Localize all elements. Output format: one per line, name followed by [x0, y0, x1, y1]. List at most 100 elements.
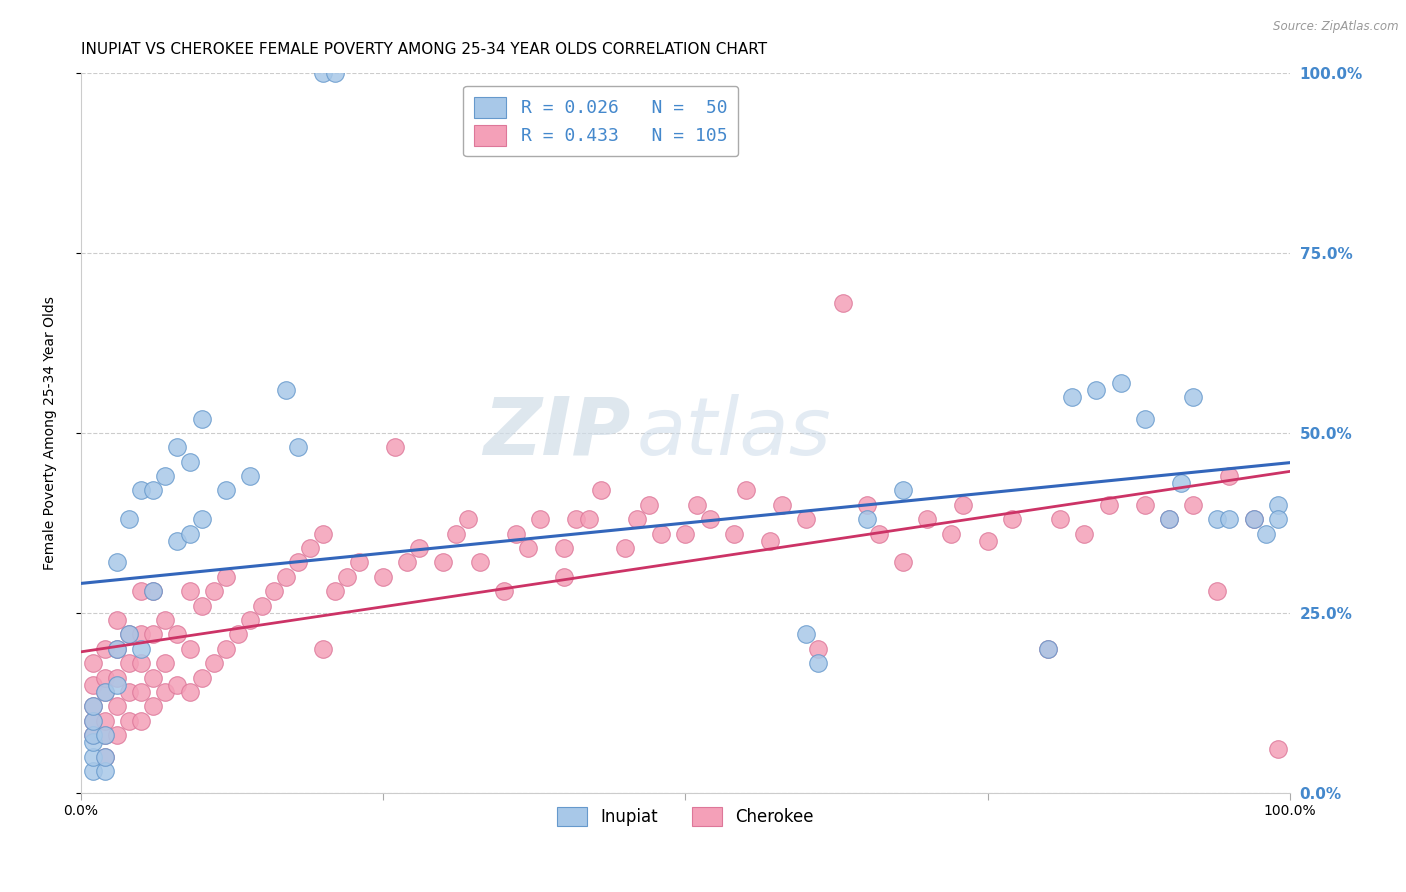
Point	[794, 627, 817, 641]
Point	[323, 584, 346, 599]
Text: atlas: atlas	[637, 394, 832, 472]
Text: INUPIAT VS CHEROKEE FEMALE POVERTY AMONG 25-34 YEAR OLDS CORRELATION CHART: INUPIAT VS CHEROKEE FEMALE POVERTY AMONG…	[80, 42, 766, 57]
Point	[276, 570, 298, 584]
Point	[1218, 469, 1240, 483]
Point	[118, 627, 141, 641]
Point	[142, 483, 165, 498]
Point	[868, 526, 890, 541]
Point	[915, 512, 938, 526]
Point	[492, 584, 515, 599]
Point	[190, 599, 212, 613]
Point	[82, 714, 104, 728]
Point	[82, 735, 104, 749]
Point	[553, 541, 575, 555]
Point	[626, 512, 648, 526]
Point	[276, 383, 298, 397]
Point	[311, 66, 333, 80]
Point	[190, 671, 212, 685]
Point	[311, 641, 333, 656]
Point	[1218, 512, 1240, 526]
Point	[578, 512, 600, 526]
Point	[82, 749, 104, 764]
Point	[807, 656, 830, 670]
Point	[94, 714, 117, 728]
Point	[179, 526, 201, 541]
Point	[1062, 390, 1084, 404]
Point	[384, 440, 406, 454]
Point	[396, 556, 419, 570]
Y-axis label: Female Poverty Among 25-34 Year Olds: Female Poverty Among 25-34 Year Olds	[44, 296, 58, 570]
Point	[855, 498, 877, 512]
Point	[891, 483, 914, 498]
Point	[202, 656, 225, 670]
Point	[287, 556, 309, 570]
Point	[94, 728, 117, 742]
Point	[831, 296, 853, 310]
Point	[1157, 512, 1180, 526]
Point	[82, 656, 104, 670]
Point	[1254, 526, 1277, 541]
Point	[202, 584, 225, 599]
Point	[142, 584, 165, 599]
Point	[129, 685, 152, 699]
Point	[1182, 390, 1205, 404]
Point	[166, 627, 188, 641]
Point	[105, 671, 128, 685]
Point	[215, 641, 238, 656]
Point	[105, 613, 128, 627]
Point	[770, 498, 793, 512]
Point	[1097, 498, 1119, 512]
Point	[166, 533, 188, 548]
Point	[82, 699, 104, 714]
Point	[82, 728, 104, 742]
Point	[215, 570, 238, 584]
Point	[263, 584, 285, 599]
Point	[686, 498, 709, 512]
Point	[239, 469, 262, 483]
Point	[613, 541, 636, 555]
Point	[129, 641, 152, 656]
Point	[1073, 526, 1095, 541]
Point	[166, 678, 188, 692]
Point	[82, 699, 104, 714]
Point	[94, 728, 117, 742]
Point	[129, 627, 152, 641]
Point	[226, 627, 249, 641]
Point	[1109, 376, 1132, 390]
Point	[179, 455, 201, 469]
Point	[976, 533, 998, 548]
Point	[250, 599, 273, 613]
Point	[1182, 498, 1205, 512]
Point	[118, 627, 141, 641]
Point	[94, 749, 117, 764]
Point	[142, 584, 165, 599]
Point	[105, 678, 128, 692]
Point	[565, 512, 588, 526]
Point	[794, 512, 817, 526]
Point	[179, 584, 201, 599]
Point	[129, 483, 152, 498]
Point	[155, 469, 177, 483]
Point	[215, 483, 238, 498]
Point	[807, 641, 830, 656]
Point	[1036, 641, 1059, 656]
Point	[734, 483, 756, 498]
Point	[129, 714, 152, 728]
Point	[118, 685, 141, 699]
Point	[82, 714, 104, 728]
Legend: Inupiat, Cherokee: Inupiat, Cherokee	[548, 798, 821, 835]
Point	[239, 613, 262, 627]
Point	[299, 541, 322, 555]
Point	[408, 541, 430, 555]
Point	[166, 440, 188, 454]
Point	[1085, 383, 1108, 397]
Point	[1267, 498, 1289, 512]
Point	[94, 685, 117, 699]
Point	[1001, 512, 1024, 526]
Point	[129, 584, 152, 599]
Point	[891, 556, 914, 570]
Point	[1133, 411, 1156, 425]
Point	[1267, 742, 1289, 756]
Point	[105, 699, 128, 714]
Point	[179, 685, 201, 699]
